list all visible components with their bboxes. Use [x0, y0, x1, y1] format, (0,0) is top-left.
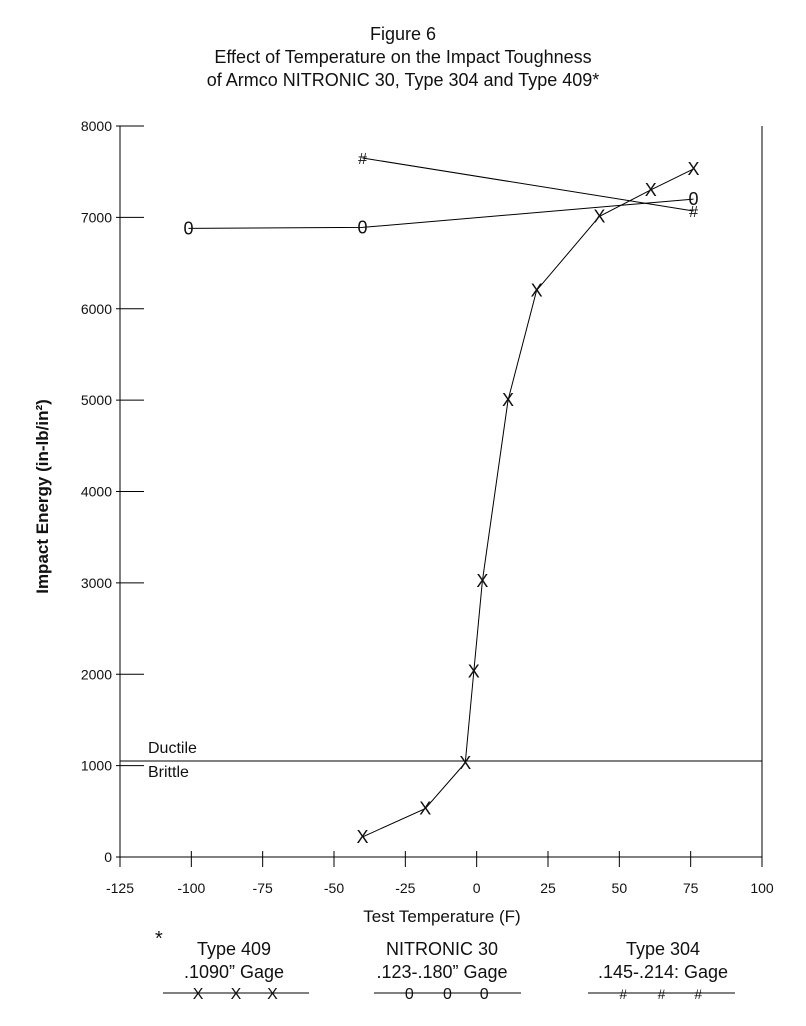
legend-symbol-type-409: X — [193, 986, 204, 1003]
y-tick-label: 2000 — [81, 666, 112, 682]
data-point-type-409: X — [419, 799, 431, 819]
data-point-type-409: X — [531, 280, 543, 300]
y-tick-label: 5000 — [81, 392, 112, 408]
chart-title-line-1: Figure 6 — [369, 24, 437, 44]
data-point-nitronic-30: 0 — [358, 217, 368, 237]
data-point-type-409: X — [476, 571, 488, 591]
series-line-nitronic-30 — [188, 198, 694, 229]
data-point-type-409: X — [593, 206, 605, 226]
x-tick-label: -25 — [395, 880, 415, 896]
x-tick-label: 0 — [473, 880, 481, 896]
chart-title-line-3: of Armco NITRONIC 30, Type 304 and Type … — [206, 70, 600, 90]
y-axis-label: Impact Energy (in-lb/in²) — [33, 399, 52, 594]
data-point-nitronic-30: 0 — [183, 218, 193, 238]
x-tick-label: 25 — [540, 880, 556, 896]
legend-symbol-nitronic-30: 0 — [443, 986, 452, 1003]
data-point-type-409: X — [459, 753, 471, 773]
data-point-type-409: X — [688, 159, 700, 179]
series-line-type-304 — [362, 157, 694, 212]
data-point-type-409: X — [357, 827, 369, 847]
data-point-nitronic-30: 0 — [689, 189, 699, 209]
legend-symbol-type-304: # — [694, 986, 702, 1002]
y-tick-label: 3000 — [81, 575, 112, 591]
x-tick-label: -50 — [324, 880, 344, 896]
x-tick-label: -125 — [106, 880, 134, 896]
legend-symbol-nitronic-30: 0 — [405, 986, 414, 1003]
y-tick-label: 6000 — [81, 301, 112, 317]
legend-nitronic30-name: NITRONIC 30 — [385, 939, 499, 959]
data-point-type-304: # — [689, 204, 698, 221]
series-line-type-409 — [362, 168, 694, 838]
legend-symbol-type-304: # — [658, 986, 666, 1002]
legend-symbol-type-409: X — [267, 986, 278, 1003]
y-tick-label: 4000 — [81, 484, 112, 500]
y-tick-label: 8000 — [81, 118, 112, 134]
x-tick-label: 100 — [750, 880, 774, 896]
legend-symbol-type-304: # — [619, 986, 627, 1002]
data-point-type-409: X — [645, 180, 657, 200]
y-tick-label: 0 — [104, 849, 112, 865]
x-tick-label: -100 — [177, 880, 205, 896]
legend-nitronic30-gage: .123-.180” Gage — [376, 962, 508, 982]
x-tick-label: -75 — [253, 880, 273, 896]
chart-title-line-2: Effect of Temperature on the Impact Toug… — [214, 47, 592, 67]
legend-type409-gage: .1090” Gage — [183, 962, 285, 982]
legend-symbol-type-409: X — [231, 986, 242, 1003]
y-tick-label: 1000 — [81, 758, 112, 774]
x-axis-label: Test Temperature (F) — [363, 907, 520, 926]
legend-type304-gage: .145-.214: Gage — [597, 962, 729, 982]
legend-type409-name: Type 409 — [196, 939, 272, 959]
legend-footnote-mark: * — [155, 928, 163, 950]
legend-type304-name: Type 304 — [625, 939, 701, 959]
legend-symbol-nitronic-30: 0 — [480, 986, 489, 1003]
data-point-type-409: X — [468, 662, 480, 682]
x-tick-label: 50 — [612, 880, 628, 896]
y-tick-label: 7000 — [81, 209, 112, 225]
data-point-type-409: X — [502, 390, 514, 410]
brittle-label: Brittle — [148, 764, 189, 781]
ductile-label: Ductile — [148, 740, 197, 757]
data-point-type-304: # — [358, 151, 367, 168]
x-tick-label: 75 — [683, 880, 699, 896]
